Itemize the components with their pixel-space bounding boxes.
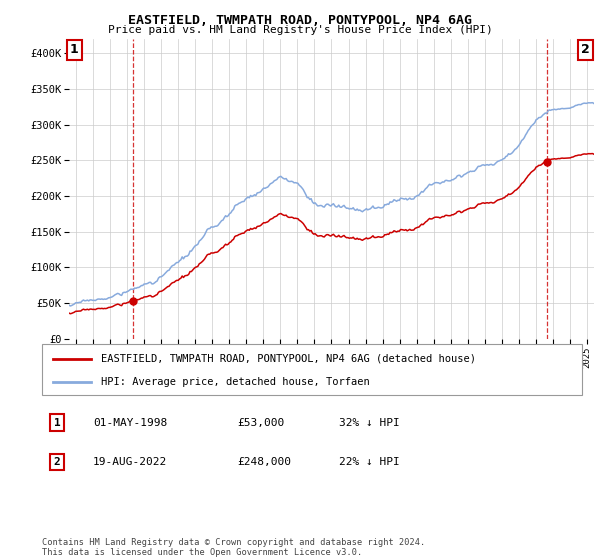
Text: 2: 2 bbox=[53, 457, 61, 467]
Text: EASTFIELD, TWMPATH ROAD, PONTYPOOL, NP4 6AG: EASTFIELD, TWMPATH ROAD, PONTYPOOL, NP4 … bbox=[128, 14, 472, 27]
Text: 32% ↓ HPI: 32% ↓ HPI bbox=[339, 418, 400, 428]
Text: Price paid vs. HM Land Registry's House Price Index (HPI): Price paid vs. HM Land Registry's House … bbox=[107, 25, 493, 35]
Text: 1: 1 bbox=[53, 418, 61, 428]
Text: 01-MAY-1998: 01-MAY-1998 bbox=[93, 418, 167, 428]
Text: £53,000: £53,000 bbox=[237, 418, 284, 428]
Text: Contains HM Land Registry data © Crown copyright and database right 2024.
This d: Contains HM Land Registry data © Crown c… bbox=[42, 538, 425, 557]
Text: 2: 2 bbox=[581, 44, 590, 57]
Text: 19-AUG-2022: 19-AUG-2022 bbox=[93, 457, 167, 467]
Text: EASTFIELD, TWMPATH ROAD, PONTYPOOL, NP4 6AG (detached house): EASTFIELD, TWMPATH ROAD, PONTYPOOL, NP4 … bbox=[101, 353, 476, 363]
Text: 1: 1 bbox=[70, 44, 79, 57]
Text: HPI: Average price, detached house, Torfaen: HPI: Average price, detached house, Torf… bbox=[101, 377, 370, 387]
Text: £248,000: £248,000 bbox=[237, 457, 291, 467]
Text: 22% ↓ HPI: 22% ↓ HPI bbox=[339, 457, 400, 467]
FancyBboxPatch shape bbox=[42, 344, 582, 395]
